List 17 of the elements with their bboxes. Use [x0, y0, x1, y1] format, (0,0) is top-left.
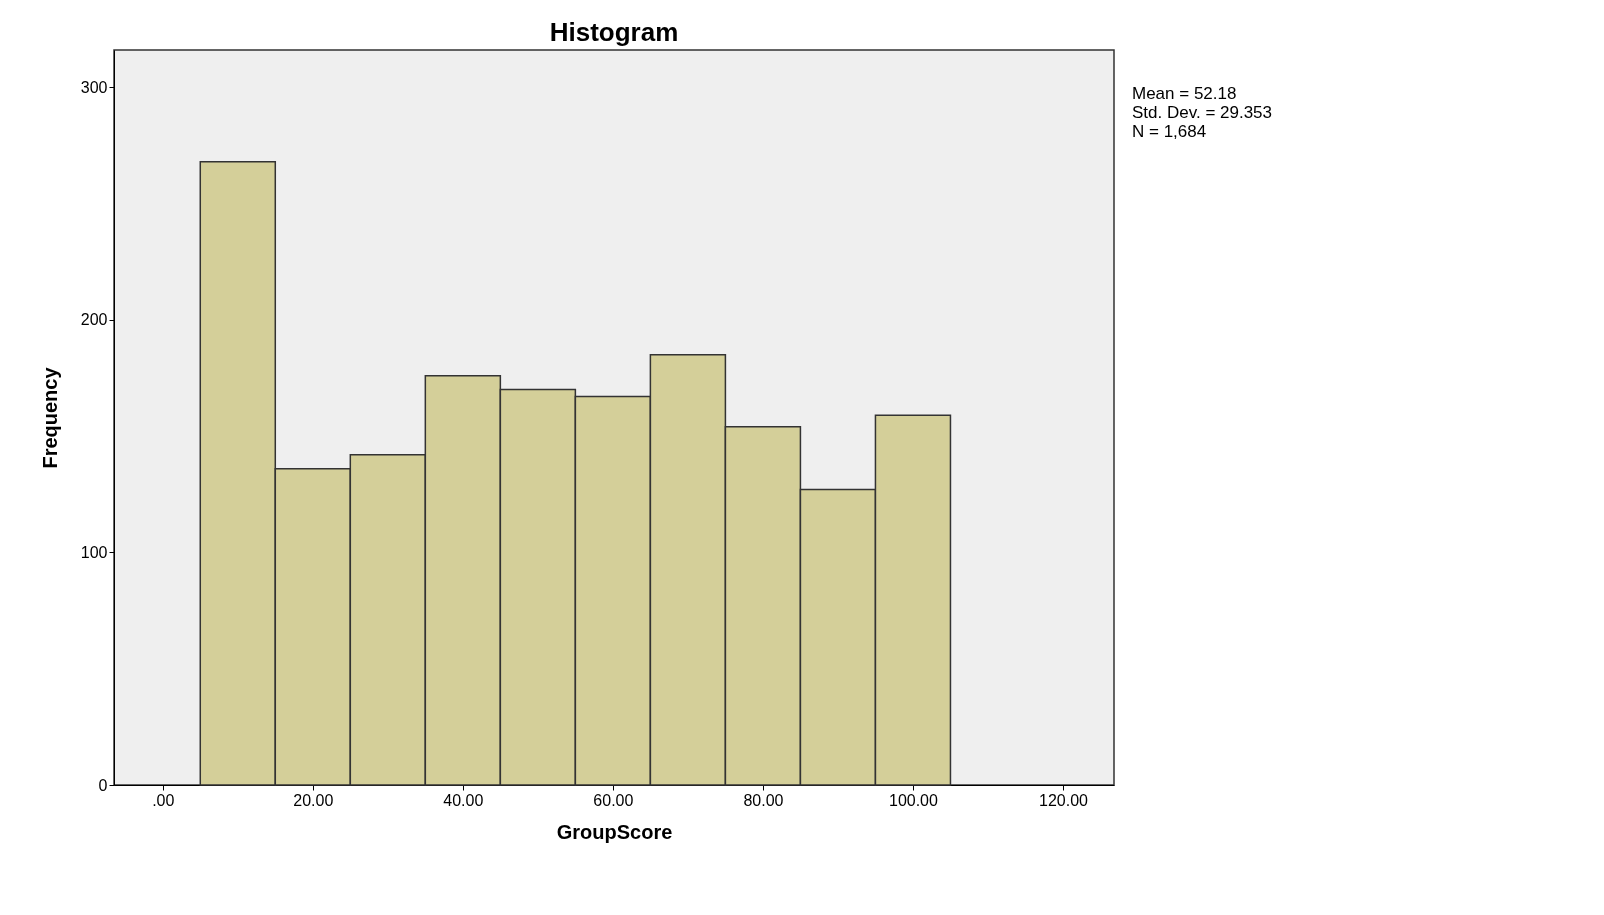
- text: Std. Dev. = 29.353: [1132, 103, 1273, 122]
- text: N = 1,684: [1132, 122, 1207, 141]
- x-tick-label: 100.00: [888, 791, 939, 809]
- text: Mean = 52.18: [1132, 84, 1237, 103]
- x-tick-label: 120.00: [1039, 791, 1089, 809]
- y-axis-title: Frequency: [38, 366, 61, 469]
- y-tick-label: 100: [80, 543, 108, 561]
- y-tick-label: 300: [80, 78, 108, 96]
- x-tick-label: 40.00: [443, 791, 484, 809]
- y-tick-label: 200: [80, 311, 108, 329]
- x-tick-label: 80.00: [743, 791, 784, 809]
- x-tick-label: 20.00: [293, 791, 334, 809]
- chart-title: Histogram: [549, 17, 679, 47]
- y-tick-label: 0: [98, 776, 108, 794]
- x-axis-title: GroupScore: [556, 820, 673, 843]
- x-tick-label: .00: [152, 791, 175, 809]
- x-tick-label: 60.00: [593, 791, 634, 809]
